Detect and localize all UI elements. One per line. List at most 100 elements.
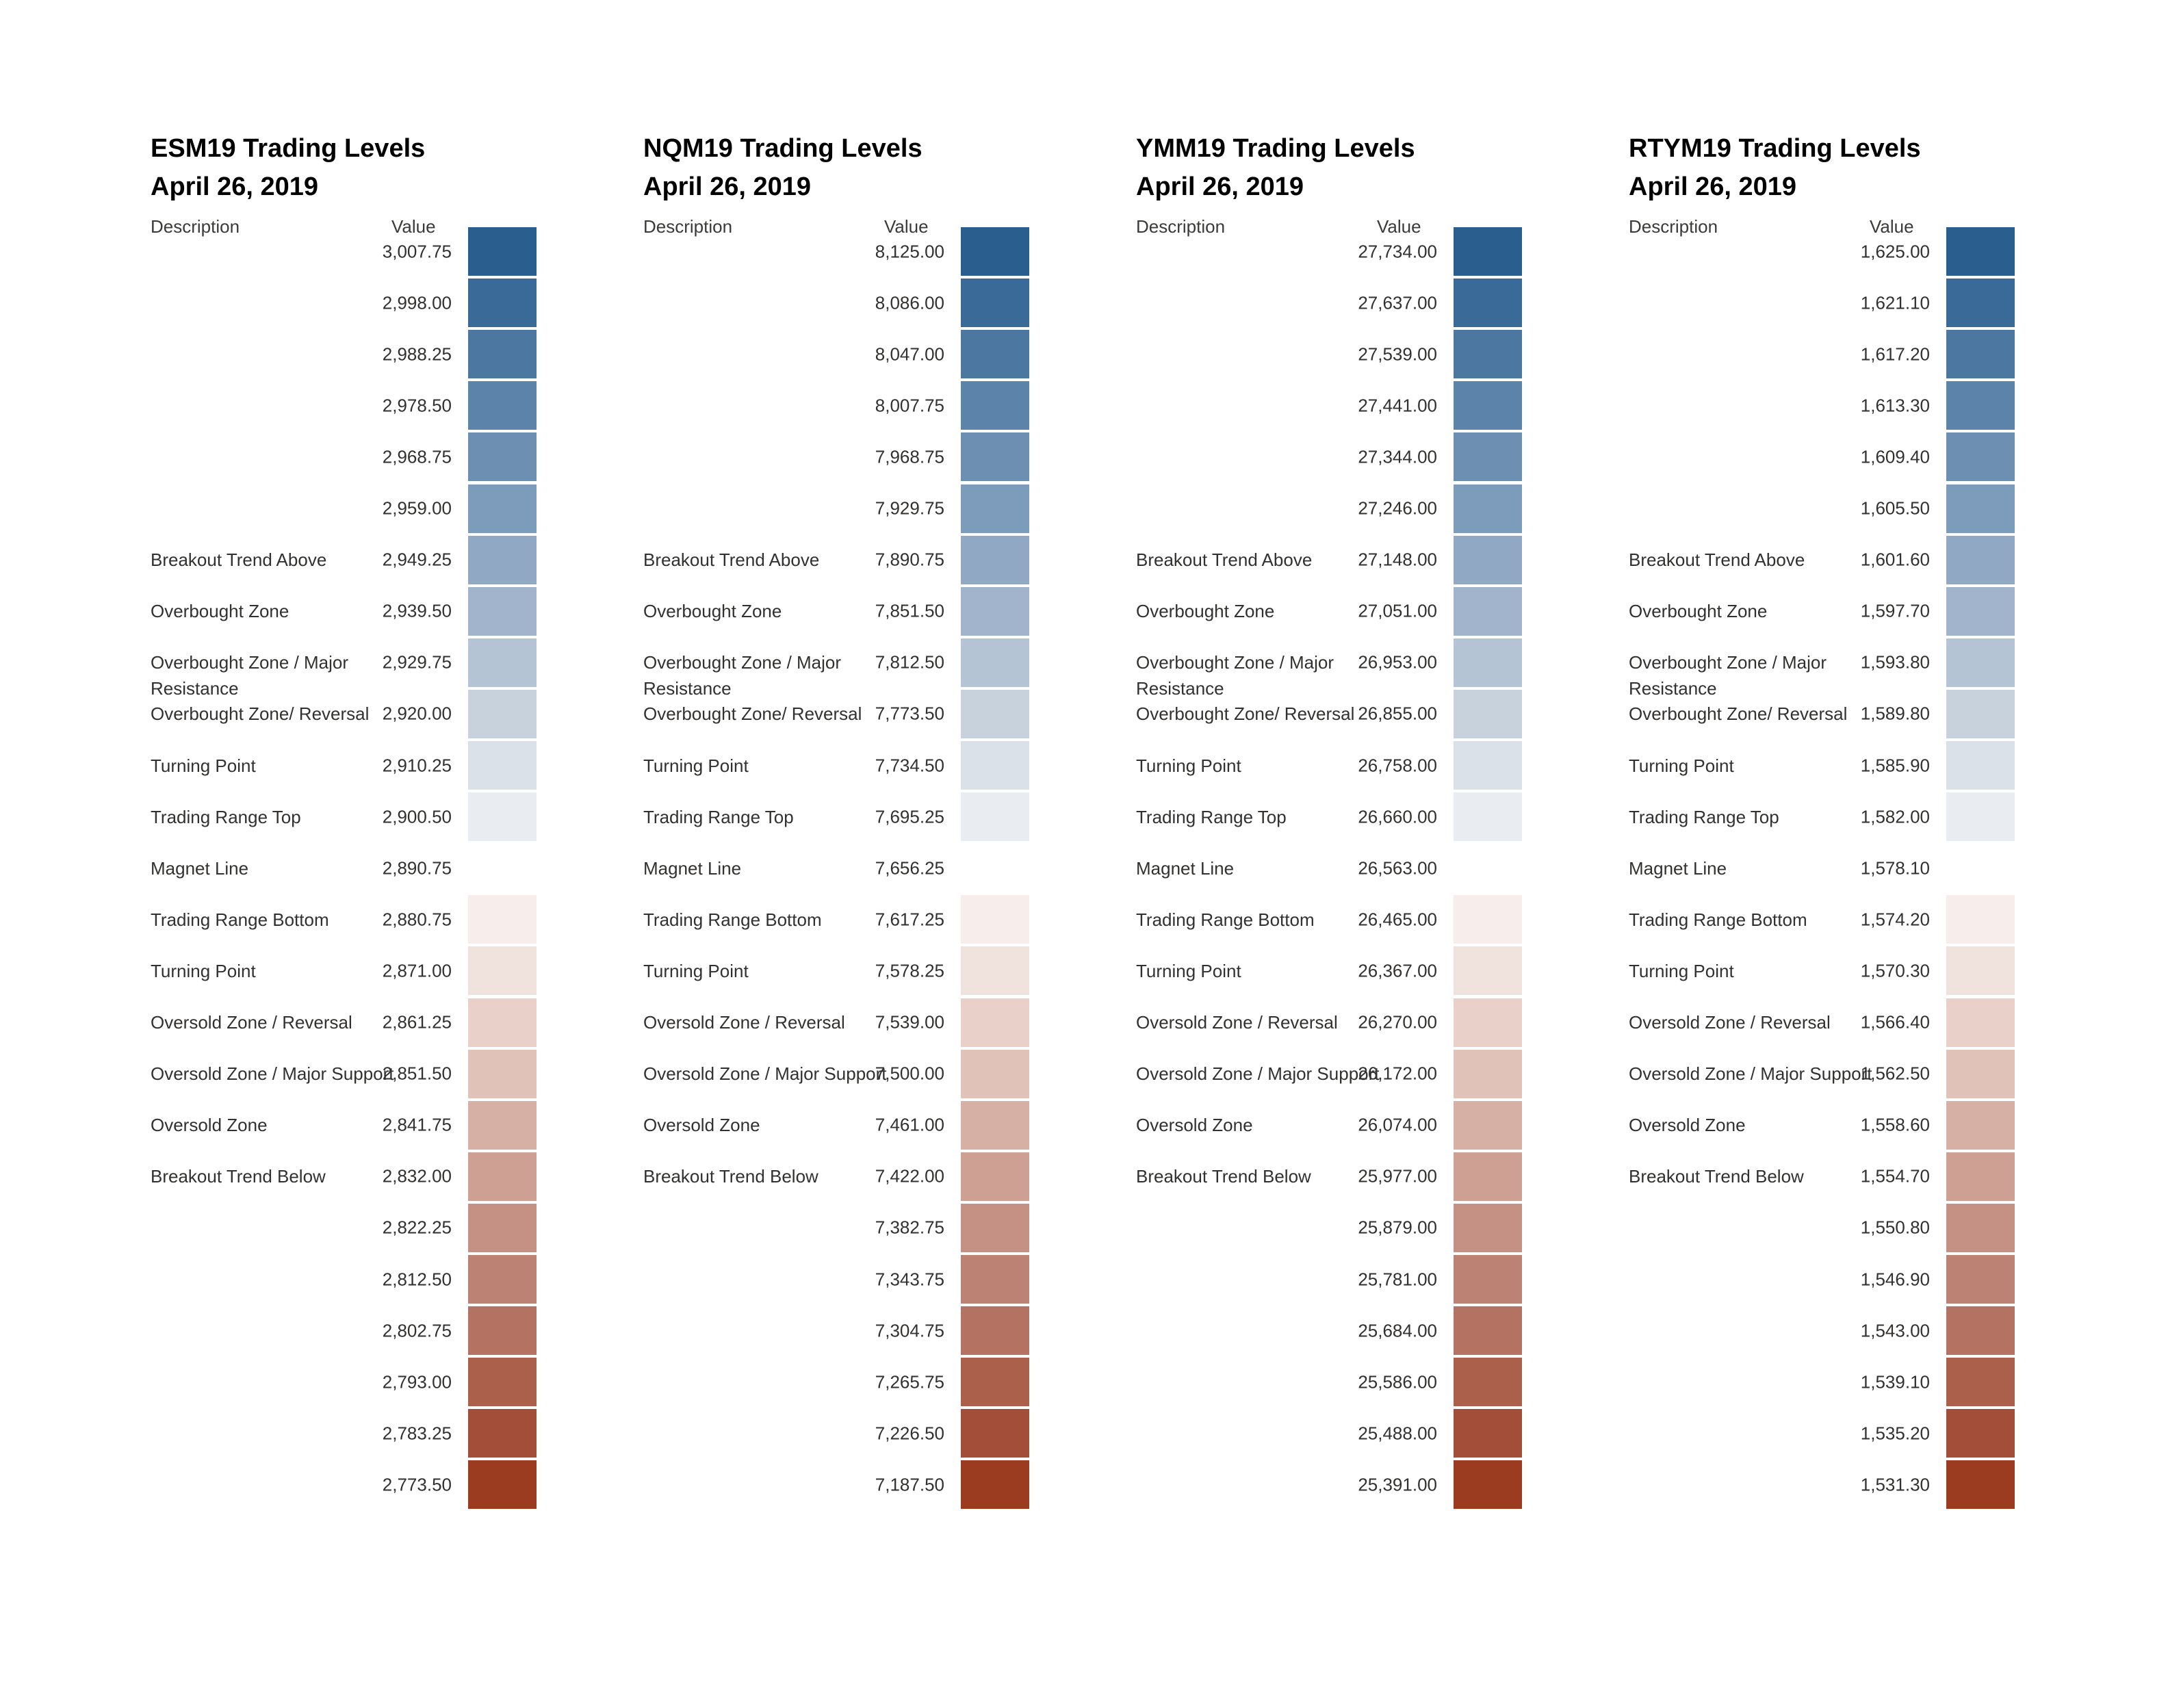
table-row[interactable]: 2,968.75 (151, 431, 616, 482)
table-row[interactable]: Turning Point 2,871.00 (151, 945, 616, 996)
table-row[interactable]: 1,609.40 (1629, 431, 2094, 482)
table-row[interactable]: Trading Range Bottom 2,880.75 (151, 894, 616, 945)
table-row[interactable]: 7,226.50 (643, 1408, 1109, 1459)
table-row[interactable]: 2,793.00 (151, 1356, 616, 1408)
table-row[interactable]: Overbought Zone/ Reversal 26,855.00 (1136, 688, 1601, 740)
table-row[interactable]: 7,929.75 (643, 483, 1109, 534)
table-row[interactable]: Oversold Zone / Major Support 7,500.00 (643, 1048, 1109, 1100)
table-row[interactable]: 1,550.80 (1629, 1202, 2094, 1254)
table-row[interactable]: 1,543.00 (1629, 1305, 2094, 1356)
table-row[interactable]: Oversold Zone / Reversal 26,270.00 (1136, 997, 1601, 1048)
table-row[interactable]: Trading Range Top 2,900.50 (151, 791, 616, 842)
table-row[interactable]: 25,781.00 (1136, 1254, 1601, 1305)
table-row[interactable]: Turning Point 1,585.90 (1629, 740, 2094, 791)
table-row[interactable]: 2,822.25 (151, 1202, 616, 1254)
table-row[interactable]: Oversold Zone / Reversal 1,566.40 (1629, 997, 2094, 1048)
table-row[interactable]: Overbought Zone 27,051.00 (1136, 586, 1601, 637)
table-row[interactable]: 2,988.25 (151, 328, 616, 380)
table-row[interactable]: Magnet Line 26,563.00 (1136, 842, 1601, 894)
table-row[interactable]: Turning Point 1,570.30 (1629, 945, 2094, 996)
table-row[interactable]: 27,246.00 (1136, 483, 1601, 534)
table-row[interactable]: 7,968.75 (643, 431, 1109, 482)
table-visual-nqm19[interactable]: NQM19 Trading Levels April 26, 2019 Descri… (643, 134, 1109, 1585)
table-row[interactable]: Oversold Zone / Reversal 2,861.25 (151, 997, 616, 1048)
table-row[interactable]: Oversold Zone / Major Support 1,562.50 (1629, 1048, 2094, 1100)
table-row[interactable]: Magnet Line 2,890.75 (151, 842, 616, 894)
table-row[interactable]: Turning Point 26,367.00 (1136, 945, 1601, 996)
table-row[interactable]: Oversold Zone 1,558.60 (1629, 1100, 2094, 1151)
table-row[interactable]: 7,382.75 (643, 1202, 1109, 1254)
table-row[interactable]: 7,304.75 (643, 1305, 1109, 1356)
table-row[interactable]: Overbought Zone / Major Resistance 7,812.… (643, 637, 1109, 699)
table-row[interactable]: 1,625.00 (1629, 226, 2094, 277)
table-row[interactable]: 27,344.00 (1136, 431, 1601, 482)
table-row[interactable]: 7,343.75 (643, 1254, 1109, 1305)
table-row[interactable]: Overbought Zone/ Reversal 1,589.80 (1629, 688, 2094, 740)
table-row[interactable]: Breakout Trend Below 1,554.70 (1629, 1151, 2094, 1202)
table-row[interactable]: 1,535.20 (1629, 1408, 2094, 1459)
table-row[interactable]: 2,773.50 (151, 1459, 616, 1510)
table-row[interactable]: Overbought Zone 2,939.50 (151, 586, 616, 637)
table-row[interactable]: 1,531.30 (1629, 1459, 2094, 1510)
table-row[interactable]: 1,605.50 (1629, 483, 2094, 534)
table-row[interactable]: 2,783.25 (151, 1408, 616, 1459)
table-row[interactable]: Overbought Zone/ Reversal 7,773.50 (643, 688, 1109, 740)
table-row[interactable]: Oversold Zone / Major Support 26,172.00 (1136, 1048, 1601, 1100)
table-row[interactable]: Breakout Trend Above 2,949.25 (151, 534, 616, 586)
table-row[interactable]: 7,265.75 (643, 1356, 1109, 1408)
table-row[interactable]: 8,125.00 (643, 226, 1109, 277)
table-row[interactable]: 27,734.00 (1136, 226, 1601, 277)
table-row[interactable]: Breakout Trend Above 27,148.00 (1136, 534, 1601, 586)
table-row[interactable]: Magnet Line 1,578.10 (1629, 842, 2094, 894)
table-row[interactable]: Turning Point 26,758.00 (1136, 740, 1601, 791)
table-row[interactable]: Trading Range Top 7,695.25 (643, 791, 1109, 842)
table-row[interactable]: Trading Range Bottom 26,465.00 (1136, 894, 1601, 945)
table-row[interactable]: Overbought Zone / Major Resistance 2,929.… (151, 637, 616, 699)
table-row[interactable]: 1,539.10 (1629, 1356, 2094, 1408)
table-row[interactable]: 1,621.10 (1629, 277, 2094, 328)
table-row[interactable]: 2,978.50 (151, 380, 616, 431)
table-row[interactable]: Oversold Zone / Reversal 7,539.00 (643, 997, 1109, 1048)
table-row[interactable]: 25,684.00 (1136, 1305, 1601, 1356)
table-row[interactable]: 8,086.00 (643, 277, 1109, 328)
table-row[interactable]: 25,488.00 (1136, 1408, 1601, 1459)
table-row[interactable]: 2,959.00 (151, 483, 616, 534)
table-visual-esm19[interactable]: ESM19 Trading Levels April 26, 2019 Descri… (151, 134, 616, 1585)
table-row[interactable]: 25,586.00 (1136, 1356, 1601, 1408)
table-row[interactable]: Breakout Trend Above 7,890.75 (643, 534, 1109, 586)
table-row[interactable]: 8,047.00 (643, 328, 1109, 380)
table-row[interactable]: Turning Point 2,910.25 (151, 740, 616, 791)
table-row[interactable]: 1,613.30 (1629, 380, 2094, 431)
table-row[interactable]: 3,007.75 (151, 226, 616, 277)
table-row[interactable]: 27,441.00 (1136, 380, 1601, 431)
table-row[interactable]: Breakout Trend Below 25,977.00 (1136, 1151, 1601, 1202)
table-row[interactable]: Turning Point 7,734.50 (643, 740, 1109, 791)
table-row[interactable]: 2,998.00 (151, 277, 616, 328)
table-row[interactable]: 1,546.90 (1629, 1254, 2094, 1305)
table-row[interactable]: 2,812.50 (151, 1254, 616, 1305)
table-visual-rtym19[interactable]: RTYM19 Trading Levels April 26, 2019 Descr… (1629, 134, 2094, 1585)
table-row[interactable]: Breakout Trend Below 7,422.00 (643, 1151, 1109, 1202)
table-row[interactable]: Trading Range Top 26,660.00 (1136, 791, 1601, 842)
table-row[interactable]: 1,617.20 (1629, 328, 2094, 380)
table-row[interactable]: 27,539.00 (1136, 328, 1601, 380)
table-row[interactable]: 27,637.00 (1136, 277, 1601, 328)
table-row[interactable]: 25,879.00 (1136, 1202, 1601, 1254)
table-row[interactable]: Trading Range Bottom 7,617.25 (643, 894, 1109, 945)
table-visual-ymm19[interactable]: YMM19 Trading Levels April 26, 2019 Descri… (1136, 134, 1601, 1585)
table-row[interactable]: 8,007.75 (643, 380, 1109, 431)
table-row[interactable]: Oversold Zone / Major Support 2,851.50 (151, 1048, 616, 1100)
table-row[interactable]: Overbought Zone 1,597.70 (1629, 586, 2094, 637)
table-row[interactable]: Breakout Trend Below 2,832.00 (151, 1151, 616, 1202)
table-row[interactable]: Overbought Zone 7,851.50 (643, 586, 1109, 637)
table-row[interactable]: 25,391.00 (1136, 1459, 1601, 1510)
table-row[interactable]: Oversold Zone 26,074.00 (1136, 1100, 1601, 1151)
table-row[interactable]: Overbought Zone/ Reversal 2,920.00 (151, 688, 616, 740)
table-row[interactable]: Overbought Zone / Major Resistance 26,953… (1136, 637, 1601, 699)
table-row[interactable]: Oversold Zone 7,461.00 (643, 1100, 1109, 1151)
table-row[interactable]: Overbought Zone / Major Resistance 1,593.… (1629, 637, 2094, 699)
table-row[interactable]: Trading Range Bottom 1,574.20 (1629, 894, 2094, 945)
table-row[interactable]: 2,802.75 (151, 1305, 616, 1356)
table-row[interactable]: Breakout Trend Above 1,601.60 (1629, 534, 2094, 586)
table-row[interactable]: Magnet Line 7,656.25 (643, 842, 1109, 894)
